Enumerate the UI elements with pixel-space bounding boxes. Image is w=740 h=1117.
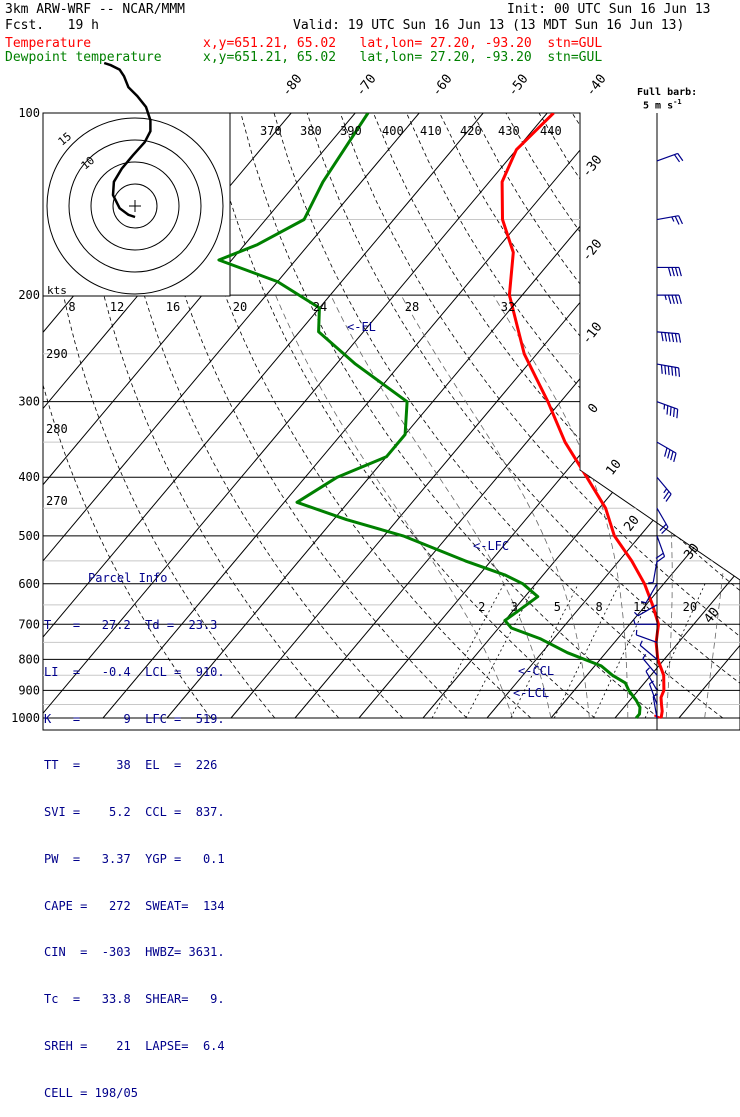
moist-adiabat-line: [610, 295, 673, 718]
moist-adiabat-line: [705, 295, 735, 718]
speed-scale-label: 28: [405, 300, 419, 314]
barb-legend-speed: 5 m s: [643, 100, 673, 111]
wind-barb: [657, 364, 679, 377]
isotherm-top-label: -70: [353, 72, 379, 100]
hodograph-units-label: kts: [47, 284, 67, 297]
pressure-tick-label: 200: [18, 288, 40, 302]
wind-barb: [640, 641, 657, 660]
speed-scale-label: 24: [313, 300, 327, 314]
speed-scale-label: 8: [68, 300, 75, 314]
moist-adiabat-line: [331, 295, 551, 718]
parcel-row: CIN = -303 HWBZ= 3631.: [44, 945, 225, 961]
theta-left-label: 290: [46, 347, 68, 361]
isotherm-right-label: 10: [603, 457, 624, 479]
isotherm-right-label: 20: [621, 513, 642, 535]
isotherm-right-label: -10: [579, 320, 605, 348]
level-marker-label: <-CCL: [518, 664, 554, 678]
pressure-tick-label: 700: [18, 617, 40, 631]
theta-label: 380: [300, 124, 322, 138]
mixing-ratio-label: 20: [683, 600, 697, 614]
isotherm-right-label: -20: [579, 237, 605, 265]
mixing-ratio-line: [432, 584, 504, 718]
parcel-row: SREH = 21 LAPSE= 6.4: [44, 1039, 225, 1055]
theta-label: 410: [420, 124, 442, 138]
parcel-row: CAPE = 272 SWEAT= 134: [44, 899, 225, 915]
parcel-row: CELL = 198/05: [44, 1086, 225, 1102]
parcel-row: K = 9 LFC = 519.: [44, 712, 225, 728]
wind-barb: [657, 295, 681, 304]
barb-legend-exponent: -1: [673, 98, 681, 106]
isotherm-top-label: -40: [583, 72, 609, 100]
theta-label: 370: [260, 124, 282, 138]
dry-adiabat-line: [506, 113, 740, 718]
dry-adiabat-line: [208, 113, 595, 718]
pressure-tick-label: 400: [18, 470, 40, 484]
dry-adiabat-line: [705, 113, 740, 718]
isotherm-line: [679, 113, 740, 718]
dry-adiabat-line: [638, 113, 740, 718]
parcel-row: LI = -0.4 LCL = 910.: [44, 665, 225, 681]
dry-adiabat-line: [539, 113, 740, 718]
wind-barb: [657, 153, 683, 162]
parcel-row: Tc = 33.8 SHEAR= 9.: [44, 992, 225, 1008]
pressure-tick-label: 600: [18, 577, 40, 591]
barb-legend-value: 5 m s-1: [643, 95, 682, 113]
mixing-ratio-label: 5: [554, 600, 561, 614]
pressure-tick-label: 300: [18, 395, 40, 409]
isotherm-line: [487, 113, 740, 718]
level-marker-label: <-EL: [347, 320, 376, 334]
dry-adiabat-line: [407, 113, 740, 718]
theta-label: 420: [460, 124, 482, 138]
isotherm-right-label: -30: [579, 153, 605, 181]
parcel-row: T = 27.2 Td = 23.3: [44, 618, 225, 634]
isotherm-top-label: -60: [429, 72, 455, 100]
wind-barb: [657, 216, 682, 225]
speed-scale-label: 20: [233, 300, 247, 314]
parcel-row: PW = 3.37 YGP = 0.1: [44, 852, 225, 868]
theta-left-label: 280: [46, 422, 68, 436]
moist-adiabat-line: [493, 295, 628, 718]
level-marker-label: <-LCL: [513, 686, 549, 700]
wind-barb: [648, 561, 657, 583]
pressure-tick-label: 500: [18, 529, 40, 543]
wind-barb: [657, 332, 680, 343]
wind-barb: [657, 402, 678, 418]
parcel-info-title: Parcel Info: [44, 571, 225, 587]
level-marker-label: <-LFC: [473, 539, 509, 553]
isotherm-line: [551, 113, 740, 718]
pressure-tick-label: 900: [18, 683, 40, 697]
theta-left-label: 270: [46, 494, 68, 508]
parcel-row: SVI = 5.2 CCL = 837.: [44, 805, 225, 821]
isotherm-line: [231, 113, 739, 718]
pressure-tick-label: 800: [18, 652, 40, 666]
wind-barb: [657, 267, 681, 276]
isotherm-top-label: -80: [279, 72, 305, 100]
isotherm-top-label: -50: [505, 72, 531, 100]
dry-adiabat-line: [605, 113, 740, 718]
theta-label: 430: [498, 124, 520, 138]
theta-label: 440: [540, 124, 562, 138]
speed-scale-label: 32: [501, 300, 515, 314]
pressure-tick-label: 1000: [11, 711, 40, 725]
wind-barb: [657, 477, 671, 501]
mixing-ratio-label: 2: [478, 600, 485, 614]
dry-adiabat-line: [340, 113, 740, 718]
temperature-line: [502, 113, 664, 718]
theta-label: 390: [340, 124, 362, 138]
mixing-ratio-label: 8: [595, 600, 602, 614]
dry-adiabat-line: [672, 113, 740, 718]
parcel-info-panel: Parcel Info T = 27.2 Td = 23.3 LI = -0.4…: [44, 540, 225, 1117]
wind-barb: [636, 630, 657, 643]
wind-barb: [634, 619, 657, 624]
isotherm-right-label: 0: [585, 401, 602, 416]
moist-adiabat-line: [401, 295, 589, 718]
theta-label: 400: [382, 124, 404, 138]
pressure-tick-label: 100: [18, 106, 40, 120]
speed-scale-label: 16: [166, 300, 180, 314]
speed-scale-label: 12: [110, 300, 124, 314]
isotherm-line: [167, 113, 675, 718]
mixing-ratio-label: 3: [511, 600, 518, 614]
wind-barb: [657, 442, 676, 462]
parcel-row: TT = 38 EL = 226: [44, 758, 225, 774]
